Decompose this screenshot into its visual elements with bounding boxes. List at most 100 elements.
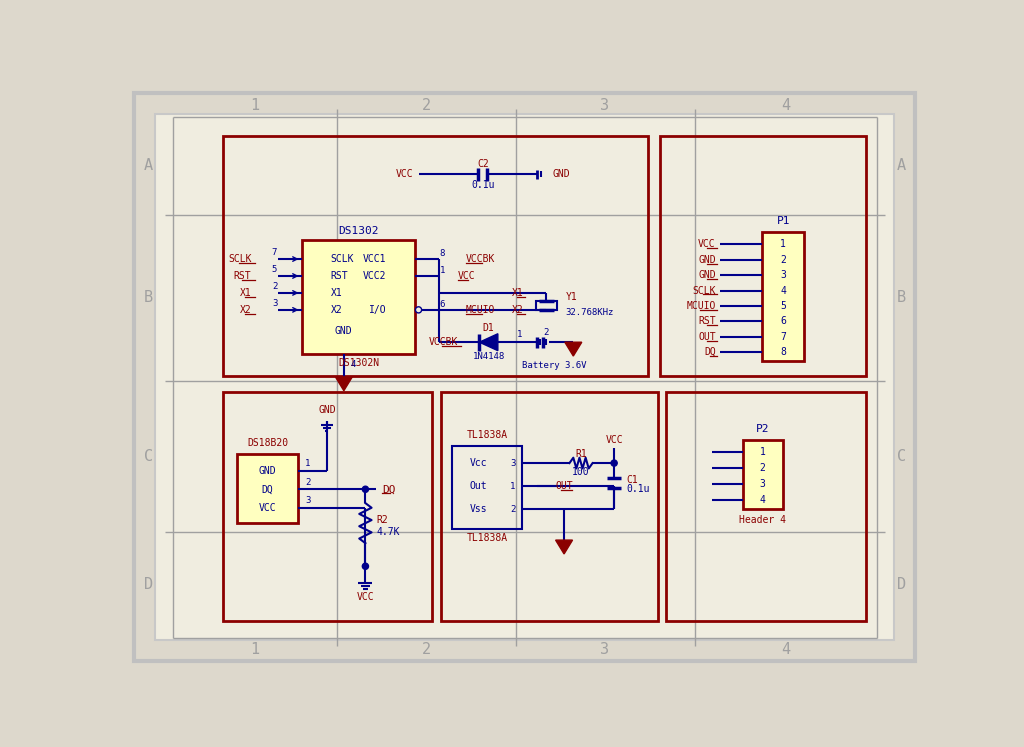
Text: Out: Out bbox=[469, 481, 487, 492]
Text: DQ: DQ bbox=[382, 484, 396, 495]
Text: DQ: DQ bbox=[262, 484, 273, 495]
Text: 3: 3 bbox=[510, 459, 515, 468]
Text: VCCBK: VCCBK bbox=[428, 337, 458, 347]
Text: 4.7K: 4.7K bbox=[376, 527, 399, 536]
Text: 2: 2 bbox=[760, 462, 766, 473]
Text: Vss: Vss bbox=[469, 504, 487, 514]
Text: DS1302: DS1302 bbox=[338, 226, 379, 235]
Text: D: D bbox=[897, 577, 906, 592]
Text: SCLK: SCLK bbox=[228, 254, 252, 264]
Bar bbox=[223, 392, 432, 621]
Text: 2: 2 bbox=[510, 505, 515, 514]
Text: 4: 4 bbox=[781, 98, 791, 113]
Bar bbox=[742, 440, 782, 509]
Text: 1: 1 bbox=[250, 642, 259, 657]
Bar bbox=[223, 136, 648, 376]
Text: P2: P2 bbox=[756, 424, 769, 434]
Text: 2: 2 bbox=[422, 642, 431, 657]
Text: 2: 2 bbox=[305, 478, 310, 487]
Text: 7: 7 bbox=[780, 332, 786, 342]
Text: Y1: Y1 bbox=[565, 292, 578, 302]
Text: B: B bbox=[143, 290, 153, 305]
Text: RST: RST bbox=[331, 271, 348, 281]
Text: X2: X2 bbox=[331, 305, 342, 314]
Text: D: D bbox=[143, 577, 153, 592]
Text: C2: C2 bbox=[477, 158, 488, 169]
Text: 1N4148: 1N4148 bbox=[472, 352, 505, 361]
Text: X2: X2 bbox=[240, 305, 252, 314]
Text: Vcc: Vcc bbox=[469, 458, 487, 468]
Text: 4: 4 bbox=[781, 642, 791, 657]
Text: 100: 100 bbox=[572, 468, 590, 477]
Text: 4: 4 bbox=[350, 360, 355, 369]
Text: 1: 1 bbox=[439, 266, 445, 275]
Text: GND: GND bbox=[334, 326, 352, 335]
Circle shape bbox=[362, 486, 369, 492]
Polygon shape bbox=[556, 540, 572, 554]
Text: VCC: VCC bbox=[259, 503, 276, 512]
Text: 3: 3 bbox=[271, 300, 278, 309]
Text: 4: 4 bbox=[760, 495, 766, 505]
Text: P1: P1 bbox=[776, 217, 790, 226]
Bar bbox=[666, 392, 866, 621]
Text: A: A bbox=[897, 158, 906, 173]
Text: GND: GND bbox=[553, 170, 570, 179]
Text: 8: 8 bbox=[439, 249, 445, 258]
Circle shape bbox=[362, 563, 369, 569]
Text: D1: D1 bbox=[482, 323, 495, 333]
Text: VCC: VCC bbox=[698, 239, 716, 249]
Polygon shape bbox=[565, 342, 582, 356]
Bar bbox=[762, 232, 804, 361]
Bar bbox=[660, 136, 866, 376]
Text: VCC: VCC bbox=[458, 271, 475, 281]
Text: 3: 3 bbox=[600, 98, 609, 113]
Text: Battery 3.6V: Battery 3.6V bbox=[522, 361, 587, 370]
Text: C: C bbox=[897, 449, 906, 464]
Text: GND: GND bbox=[698, 255, 716, 264]
Text: 3: 3 bbox=[760, 479, 766, 489]
Text: TL1838A: TL1838A bbox=[467, 430, 508, 441]
Text: C1: C1 bbox=[627, 475, 638, 485]
Text: DS18B20: DS18B20 bbox=[247, 438, 288, 448]
Text: 1: 1 bbox=[510, 482, 515, 491]
Text: 4: 4 bbox=[780, 285, 786, 296]
Text: RST: RST bbox=[233, 271, 252, 281]
Text: 3: 3 bbox=[600, 642, 609, 657]
Text: 1: 1 bbox=[517, 330, 522, 339]
Text: DQ: DQ bbox=[705, 347, 716, 357]
Text: TL1838A: TL1838A bbox=[467, 533, 508, 543]
Text: RST: RST bbox=[698, 317, 716, 326]
Polygon shape bbox=[479, 334, 498, 350]
Text: VCC1: VCC1 bbox=[362, 254, 386, 264]
Text: 2: 2 bbox=[271, 282, 278, 291]
Circle shape bbox=[416, 307, 422, 313]
Text: VCC: VCC bbox=[356, 592, 374, 602]
Text: C: C bbox=[143, 449, 153, 464]
Text: SCLK: SCLK bbox=[331, 254, 354, 264]
Text: 5: 5 bbox=[780, 301, 786, 311]
Text: 5: 5 bbox=[271, 265, 278, 274]
Text: X1: X1 bbox=[331, 288, 342, 298]
Text: GND: GND bbox=[698, 270, 716, 280]
Text: 6: 6 bbox=[780, 317, 786, 326]
Text: 32.768KHz: 32.768KHz bbox=[565, 308, 614, 317]
Text: X1: X1 bbox=[240, 288, 252, 298]
Text: GND: GND bbox=[259, 466, 276, 476]
Bar bbox=[536, 300, 557, 310]
Bar bbox=[441, 392, 658, 621]
Text: 3: 3 bbox=[305, 496, 310, 505]
Bar bbox=[453, 446, 521, 529]
Text: VCC: VCC bbox=[395, 170, 413, 179]
Text: MCUIO: MCUIO bbox=[686, 301, 716, 311]
Text: 0.1u: 0.1u bbox=[627, 484, 650, 495]
Text: B: B bbox=[897, 290, 906, 305]
Text: VCCBK: VCCBK bbox=[466, 254, 495, 264]
Polygon shape bbox=[336, 376, 352, 391]
Text: 0.1u: 0.1u bbox=[471, 180, 495, 190]
Text: 8: 8 bbox=[780, 347, 786, 357]
Text: OUT: OUT bbox=[698, 332, 716, 342]
Text: A: A bbox=[143, 158, 153, 173]
Text: 3: 3 bbox=[780, 270, 786, 280]
Bar bbox=[237, 454, 298, 523]
Text: MCUIO: MCUIO bbox=[466, 305, 495, 314]
